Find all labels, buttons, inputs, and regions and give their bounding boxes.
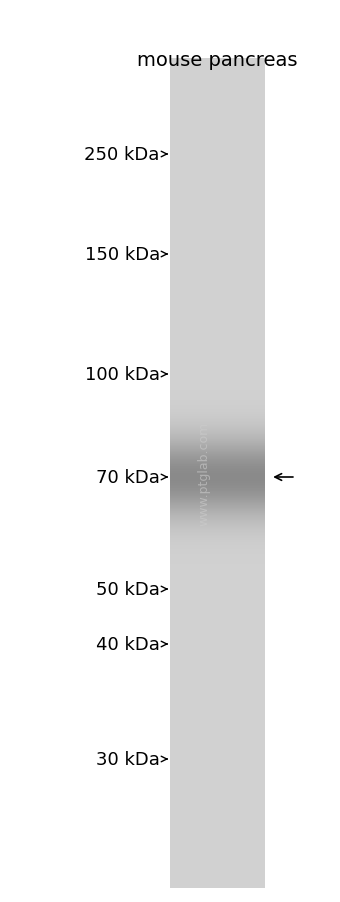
Text: www.ptglab.com: www.ptglab.com <box>198 421 210 526</box>
Text: 50 kDa: 50 kDa <box>96 580 160 598</box>
Text: 30 kDa: 30 kDa <box>96 750 160 769</box>
Bar <box>170 59 265 888</box>
Text: 40 kDa: 40 kDa <box>96 635 160 653</box>
Text: mouse pancreas: mouse pancreas <box>137 51 298 69</box>
Text: 250 kDa: 250 kDa <box>84 146 160 164</box>
Text: 150 kDa: 150 kDa <box>85 245 160 263</box>
Text: 70 kDa: 70 kDa <box>96 468 160 486</box>
Text: 100 kDa: 100 kDa <box>85 365 160 383</box>
